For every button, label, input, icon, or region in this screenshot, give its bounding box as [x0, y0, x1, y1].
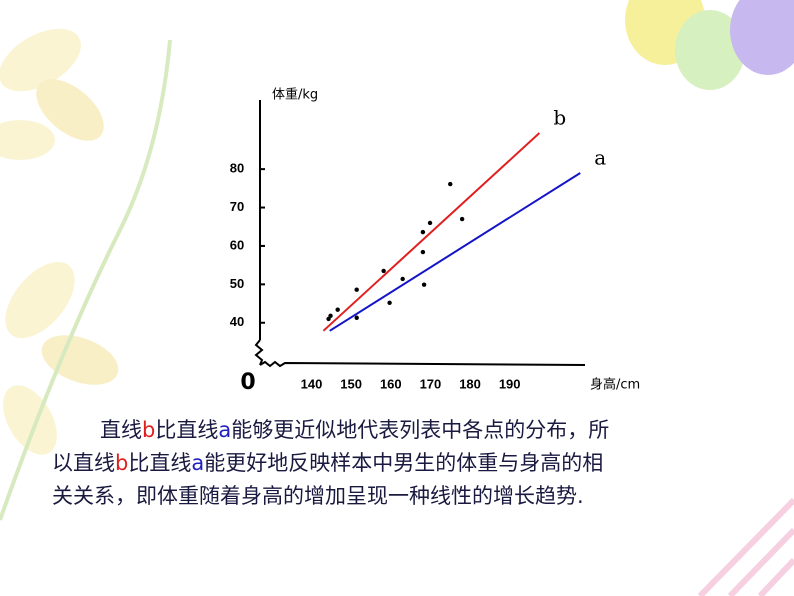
x-tick-label: 150: [340, 376, 362, 391]
point: [387, 300, 392, 305]
point: [328, 313, 333, 319]
line-label: b: [553, 106, 566, 130]
x-axis: [254, 339, 586, 368]
x-tick-label: 140: [301, 376, 323, 391]
caption: 直线b比直线a能够更近似地代表列表中各点的分布，所 以直线b比直线a能更好地反映样…: [52, 414, 772, 513]
y-tick-label: 40: [230, 314, 244, 329]
point: [459, 216, 465, 222]
caption-run: 比直线: [128, 451, 192, 475]
caption-run: a: [218, 418, 232, 442]
point: [420, 229, 426, 235]
caption-line: 关关系，即体重随着身高的增加呈现一种线性的增长趋势.: [52, 480, 772, 513]
caption-run: b: [142, 418, 156, 442]
fit-line: [322, 132, 541, 332]
point: [354, 287, 359, 292]
point: [427, 220, 433, 226]
point: [448, 181, 453, 187]
fit-line: [329, 172, 581, 332]
caption-run: 比直线: [155, 418, 219, 442]
caption-run: a: [191, 451, 205, 475]
origin-label: 0: [240, 370, 255, 395]
x-tick-label: 170: [420, 376, 442, 391]
y-tick-label: 50: [230, 276, 244, 291]
x-tick-label: 180: [459, 376, 481, 391]
point: [420, 249, 426, 255]
point: [335, 307, 340, 312]
caption-run: 能够更近似地代表列表中各点的分布，所: [231, 418, 610, 442]
y-tick-label: 70: [230, 199, 244, 214]
caption-run: b: [115, 451, 129, 475]
caption-line: 直线b比直线a能够更近似地代表列表中各点的分布，所: [52, 414, 772, 447]
y-tick-label: 80: [230, 161, 244, 176]
point: [381, 268, 386, 274]
caption-run: 以直线: [52, 451, 115, 475]
point: [354, 315, 359, 320]
balloons: [625, 0, 794, 90]
caption-run: 关关系，即体重随着身高的增加呈现一种线性的增长趋势.: [52, 484, 584, 508]
x-axis-label: 身高/cm: [590, 377, 640, 393]
decoration: [0, 28, 794, 596]
y-tick-label: 60: [230, 237, 244, 252]
y-axis-label: 体重/kg: [272, 87, 318, 103]
caption-run: 直线: [100, 418, 142, 442]
x-tick-label: 160: [380, 376, 402, 391]
caption-line: 以直线b比直线a能更好地反映样本中男生的体重与身高的相: [52, 447, 772, 480]
point: [421, 282, 427, 287]
x-tick-label: 190: [499, 376, 521, 391]
line-label: a: [594, 145, 606, 169]
point: [400, 276, 405, 282]
caption-run: 能更好地反映样本中男生的体重与身高的相: [204, 451, 604, 475]
